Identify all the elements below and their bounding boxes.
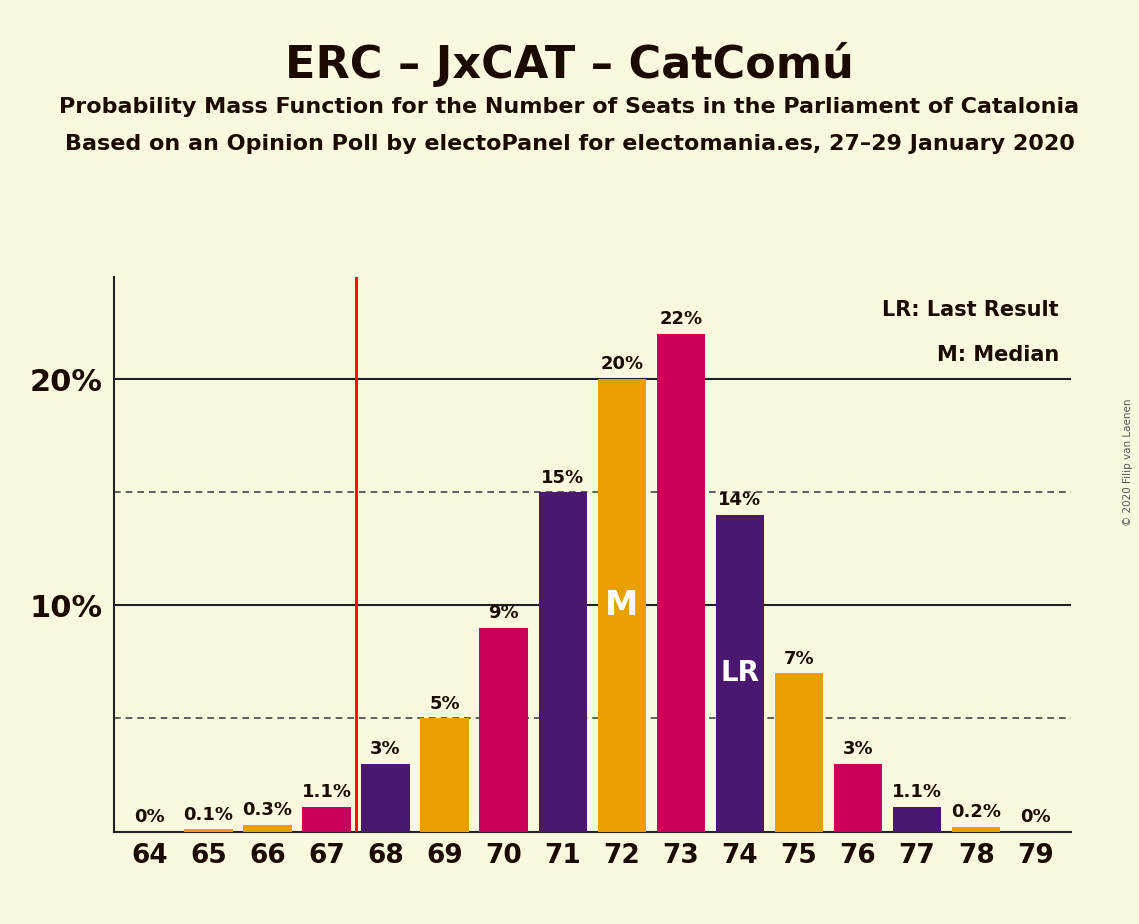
Bar (598, 379, 646, 832)
Text: LR: LR (721, 659, 760, 687)
Text: 22%: 22% (659, 310, 703, 328)
Text: 5%: 5% (429, 695, 460, 712)
Text: 15%: 15% (541, 468, 584, 487)
Bar (539, 492, 587, 832)
Text: M: Median: M: Median (936, 345, 1059, 365)
Bar (657, 334, 705, 832)
Text: ERC – JxCAT – CatComú: ERC – JxCAT – CatComú (285, 42, 854, 87)
Bar (834, 764, 883, 832)
Text: 9%: 9% (489, 604, 519, 622)
Text: 14%: 14% (719, 492, 762, 509)
Text: Based on an Opinion Poll by electoPanel for electomania.es, 27–29 January 2020: Based on an Opinion Poll by electoPanel … (65, 134, 1074, 154)
Text: 7%: 7% (784, 650, 814, 667)
Bar (480, 628, 527, 832)
Bar (952, 827, 1000, 832)
Text: 0.3%: 0.3% (243, 801, 293, 820)
Bar (715, 515, 764, 832)
Bar (244, 825, 292, 832)
Bar (302, 807, 351, 832)
Text: Probability Mass Function for the Number of Seats in the Parliament of Catalonia: Probability Mass Function for the Number… (59, 97, 1080, 117)
Bar (775, 674, 823, 832)
Text: M: M (605, 589, 639, 622)
Bar (185, 830, 232, 832)
Text: 1.1%: 1.1% (892, 783, 942, 801)
Text: 3%: 3% (843, 740, 874, 758)
Text: 0%: 0% (1019, 808, 1050, 826)
Bar (361, 764, 410, 832)
Text: 0%: 0% (134, 808, 165, 826)
Text: 1.1%: 1.1% (302, 783, 352, 801)
Text: © 2020 Filip van Laenen: © 2020 Filip van Laenen (1123, 398, 1133, 526)
Bar (420, 719, 469, 832)
Bar (893, 807, 941, 832)
Text: 0.1%: 0.1% (183, 806, 233, 823)
Text: 0.2%: 0.2% (951, 803, 1001, 821)
Text: 3%: 3% (370, 740, 401, 758)
Text: 20%: 20% (600, 356, 644, 373)
Text: LR: Last Result: LR: Last Result (883, 299, 1059, 320)
